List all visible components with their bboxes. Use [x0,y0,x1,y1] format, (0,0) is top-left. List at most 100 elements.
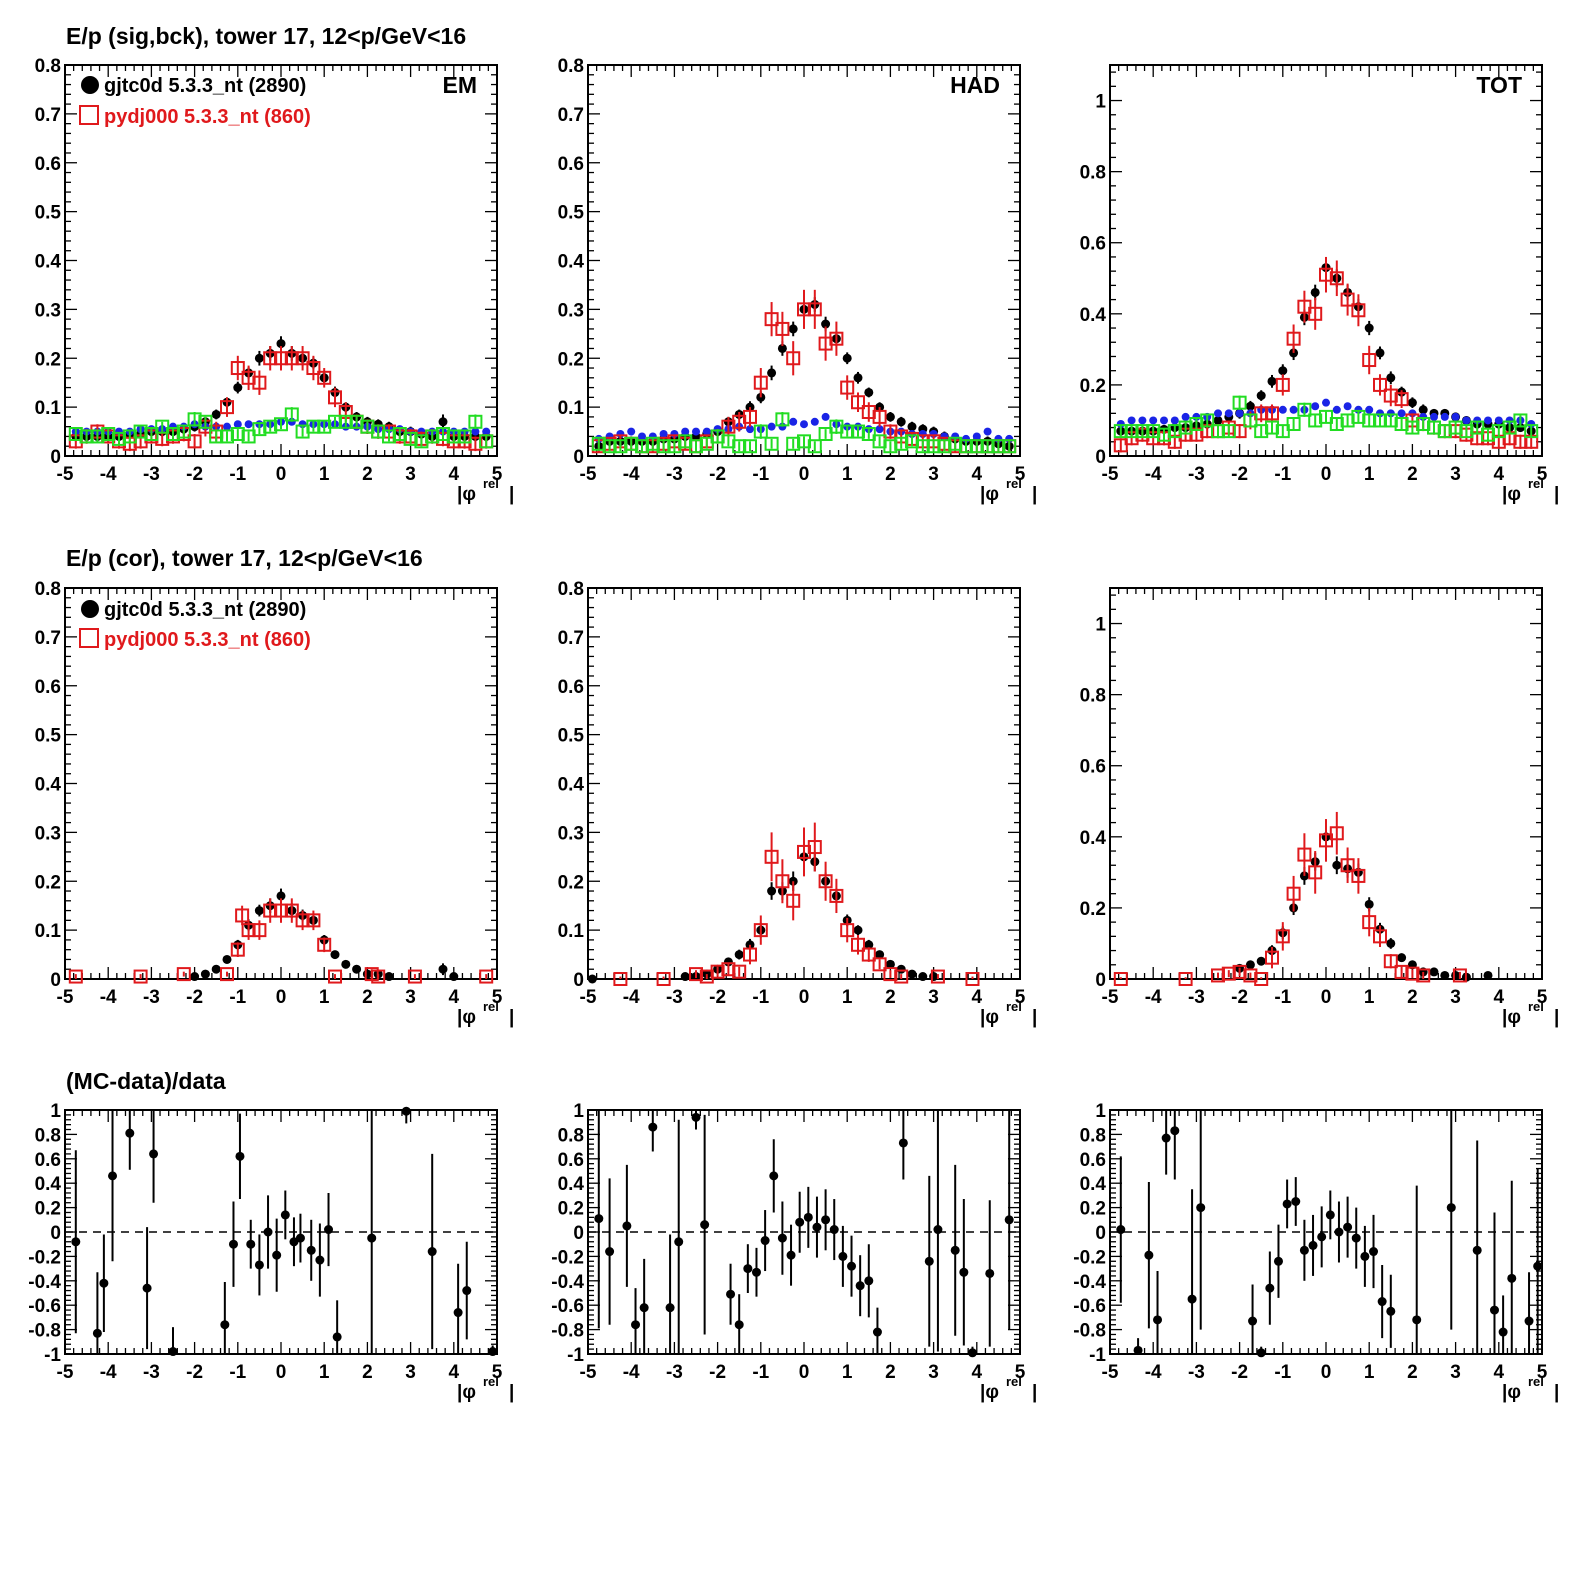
y-tick-label: -0.4 [551,1272,584,1293]
mc-point [840,923,855,938]
legend-cor: gjtc0d 5.3.3_nt (2890) pydj000 5.3.3_nt … [79,599,311,651]
mc-point [861,427,876,442]
mc-point [991,439,1006,454]
data-point [842,353,852,363]
data-point [1213,415,1223,425]
mc-point [306,361,321,376]
y-tick-label: 0.6 [35,154,61,175]
x-axis-label-close: | [1032,1382,1037,1403]
mc-point [1513,413,1528,428]
mc-point [732,414,747,429]
x-tick-label: -4 [1145,1362,1162,1383]
mc-point [1481,427,1495,442]
mc-point [786,351,801,366]
series-mc-bck [1113,395,1539,442]
mc-point [1383,388,1398,403]
mc-point [295,351,310,366]
mc-point [338,414,353,429]
data-point [1446,1203,1456,1213]
data-point [864,1276,874,1286]
mc-point [883,424,898,439]
y-tick-label: 0.8 [1080,686,1106,707]
x-tick-label: 1 [1364,1362,1375,1383]
x-tick-label: 3 [928,464,939,485]
mc-point [721,962,736,977]
x-tick-label: 4 [972,987,983,1008]
mc-point [797,844,811,859]
x-tick-label: 3 [405,464,416,485]
data-point [1440,970,1450,980]
x-tick-label: -2 [1231,1362,1248,1383]
x-tick-label: -3 [1188,464,1205,485]
x-tick-label: -2 [186,464,203,485]
data-point [254,906,264,916]
data-point [1161,1133,1171,1143]
mc-point [1189,417,1204,432]
data-point [384,972,394,982]
mc-point [1373,929,1387,944]
data-point [702,427,711,436]
y-tick-label: 0.1 [558,921,585,942]
mc-point [457,429,472,444]
y-tick-label: 0.3 [35,823,61,844]
data-point [1386,938,1396,948]
mc-point [371,424,386,439]
panel-had-sig-bck: -5 -4 -3 -2 -1 0 1 2 3 4 5 0 0.1 0.2 0.3 0.4 0.5 0.6 0.7 0.… [558,56,1038,505]
data-point [983,427,992,436]
data-point [605,1247,615,1257]
x-tick-label: -1 [1274,1362,1291,1383]
panel-tot-sig-bck: -5 -4 -3 -2 -1 0 1 2 3 4 5 0 0.2 0.4 0.6 0.8 1 |φ rel | TOT [1080,64,1559,505]
mc-point [328,969,342,984]
mc-point [689,967,703,982]
mc-point [90,429,105,444]
mc-point [656,439,671,454]
data-point [1533,1261,1543,1271]
y-tick-label: 0.4 [558,252,585,273]
mc-point [1405,420,1420,435]
x-axis-label-sup: rel [483,1374,499,1389]
x-tick-label: -4 [1145,987,1162,1008]
mc-point [68,969,83,984]
mc-point [807,302,822,317]
mc-point [1319,833,1333,848]
mc-point [1286,331,1301,346]
data-point [734,950,744,960]
y-tick-label: 0.8 [558,56,584,77]
data-point [838,1251,848,1261]
mc-point [965,972,980,986]
y-tick-label: -0.6 [1073,1296,1106,1317]
data-point [929,972,939,982]
mc-point [306,913,321,928]
mc-point [230,942,245,957]
mc-point [602,439,617,454]
x-tick-label: 0 [276,1362,287,1383]
data-point [1407,398,1417,408]
data-point [220,1320,230,1330]
data-point [1325,1210,1335,1220]
mc-point [930,969,945,984]
mc-point [1124,424,1139,439]
data-point [125,1128,135,1138]
x-tick-label: -1 [752,1362,769,1383]
mc-point [764,312,779,327]
y-tick-label: -0.6 [551,1296,584,1317]
mc-point [263,419,278,434]
x-tick-label: -1 [752,464,769,485]
data-point [1489,1305,1499,1315]
x-tick-label: 5 [492,1362,503,1383]
mc-point [1297,299,1312,314]
mc-point [1340,292,1355,307]
x-axis-label: |φ [457,1007,476,1028]
data-point [99,1278,109,1288]
mc-point [1243,968,1258,983]
mc-point [851,395,865,410]
data-point [788,324,798,334]
data-point [918,972,928,982]
data-point [1332,405,1341,414]
x-tick-label: 4 [449,464,460,485]
data-point [1430,412,1438,421]
y-tick-label: 0.2 [35,349,61,370]
data-point [108,1171,118,1181]
data-point [1364,899,1374,909]
data-point [1282,1199,1292,1209]
